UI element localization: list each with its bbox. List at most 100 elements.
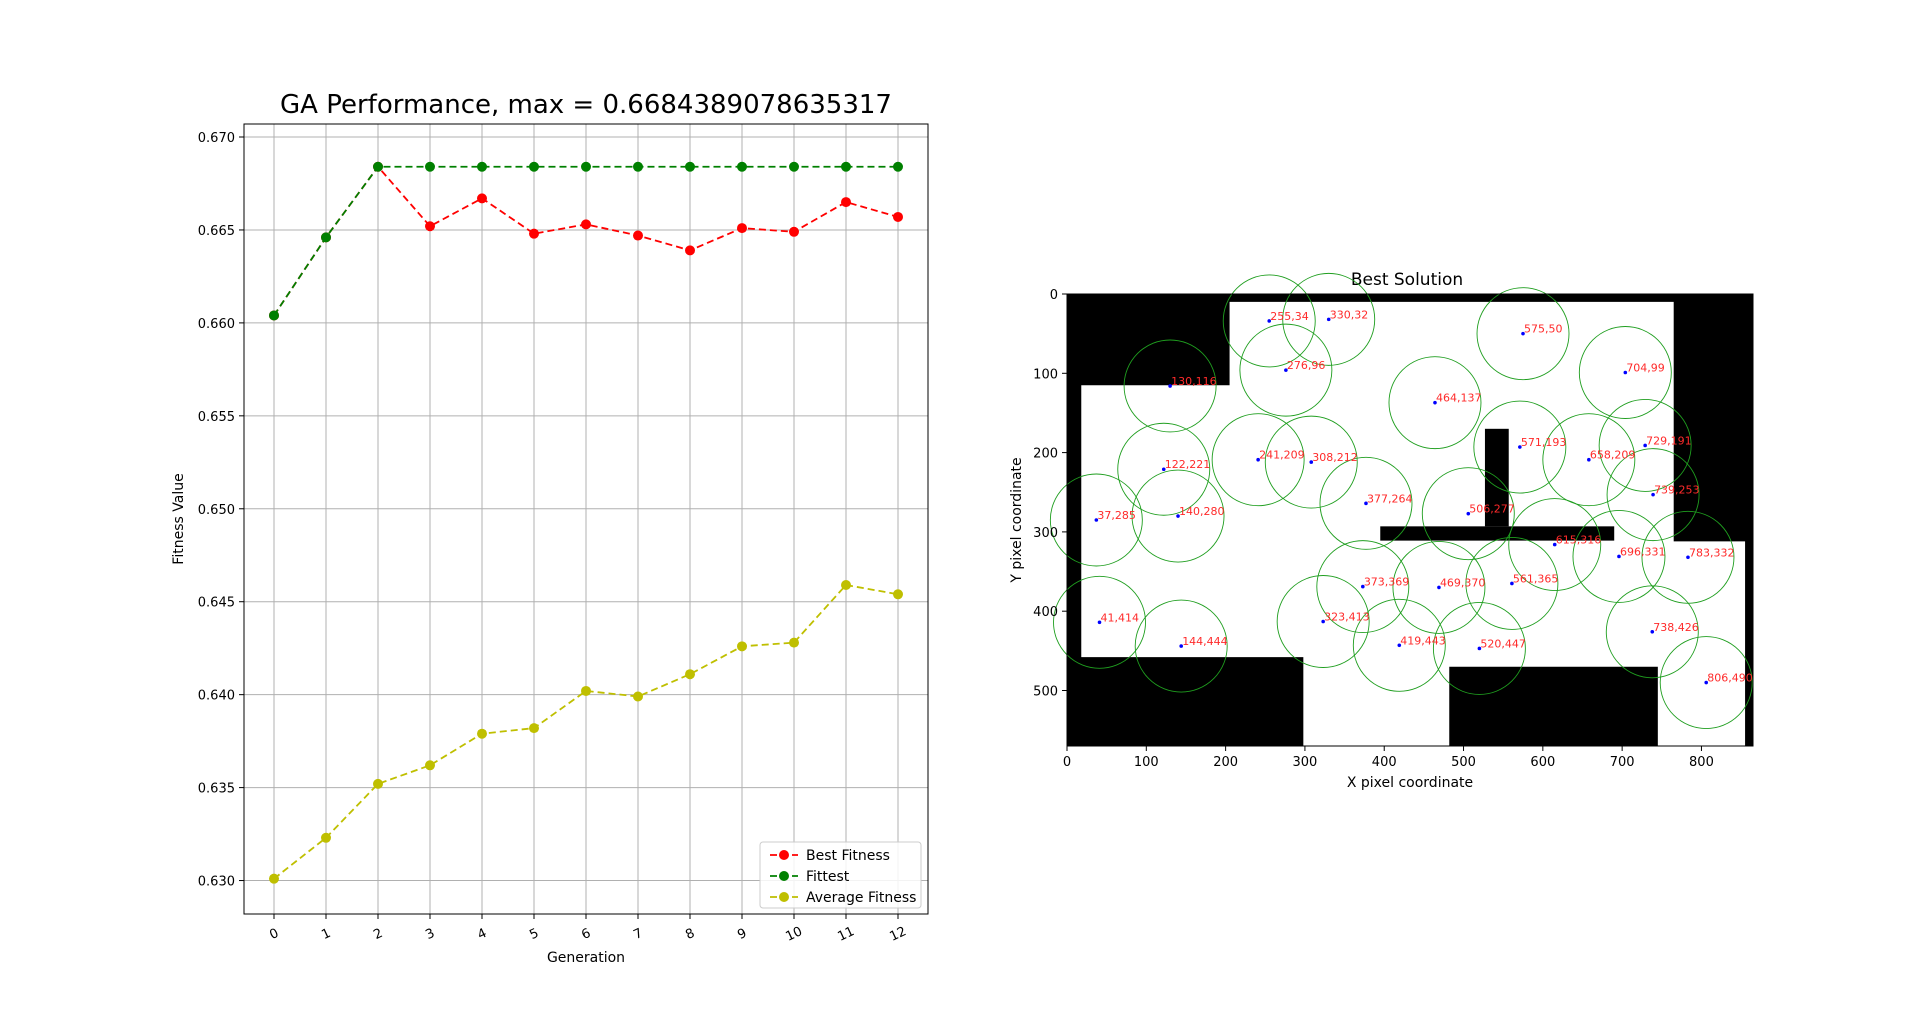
- series-point-1: [841, 161, 851, 172]
- point-label: 738,426: [1653, 621, 1699, 634]
- right-x-tick-label: 800: [1689, 755, 1714, 770]
- coverage-circle: [1508, 498, 1602, 592]
- solution-point: [1433, 400, 1437, 405]
- solution-point: [1643, 443, 1647, 448]
- coverage-circle: [1476, 287, 1570, 381]
- left-x-tick-label: 2: [371, 926, 385, 943]
- right-x-tick-label: 700: [1610, 755, 1635, 770]
- left-y-axis-label: Fitness Value: [171, 473, 187, 564]
- point-label: 41,414: [1101, 611, 1140, 624]
- point-label: 469,370: [1440, 576, 1486, 589]
- series-point-1: [789, 161, 799, 172]
- series-point-1: [425, 161, 435, 172]
- coverage-circle: [1239, 323, 1333, 417]
- coverage-circle: [1123, 339, 1217, 433]
- solution-point: [1651, 492, 1655, 497]
- left-x-tick-label: 4: [475, 926, 489, 943]
- series-point-0: [581, 219, 591, 230]
- point-label: 255,34: [1270, 310, 1309, 323]
- series-point-2: [373, 778, 383, 789]
- point-label: 561,365: [1513, 572, 1559, 585]
- point-label: 373,369: [1364, 576, 1410, 589]
- coverage-circle: [1352, 598, 1446, 692]
- point-label: 729,191: [1646, 434, 1692, 447]
- series-point-0: [685, 245, 695, 256]
- solution-point: [1650, 630, 1655, 634]
- solution-point: [1267, 319, 1272, 323]
- solution-point: [1094, 518, 1099, 522]
- solution-point: [1176, 514, 1180, 518]
- series-point-2: [269, 873, 279, 884]
- point-label: 330,32: [1330, 308, 1369, 321]
- coverage-circle: [1276, 575, 1370, 668]
- right-x-tick-label: 500: [1451, 755, 1476, 770]
- coverage-circle: [1598, 399, 1692, 492]
- solution-point: [1587, 457, 1591, 462]
- right-chart-title: Best Solution: [1351, 270, 1463, 290]
- right-y-tick-label: 100: [1033, 367, 1058, 382]
- left-x-tick-label: 3: [423, 926, 437, 943]
- series-point-1: [737, 161, 747, 172]
- coverage-circle: [1222, 274, 1316, 368]
- coverage-circle: [1578, 326, 1672, 419]
- coverage-circle: [1421, 467, 1515, 561]
- solution-point: [1309, 460, 1314, 464]
- solution-point: [1466, 511, 1471, 516]
- left-grid: [244, 124, 928, 914]
- series-point-2: [685, 669, 695, 680]
- right-y-tick-label: 300: [1033, 526, 1058, 541]
- left-y-tick-label: 0.645: [198, 596, 235, 611]
- right-x-tick-label: 400: [1372, 755, 1397, 770]
- point-label: 140,280: [1179, 505, 1225, 518]
- series-point-1: [269, 310, 279, 321]
- coverage-circle: [1319, 456, 1413, 550]
- left-ticks: 0 1 2 3 4 5 6 7 8 9 10 11 120.6300.6350.6400.6450.65…: [198, 131, 909, 945]
- solution-point: [1256, 457, 1260, 462]
- coverage-circle: [1432, 602, 1526, 695]
- series-point-2: [477, 728, 487, 739]
- coverage-circles: [1049, 272, 1753, 730]
- series-point-1: [529, 161, 539, 172]
- solution-point: [1510, 581, 1514, 586]
- solution-point: [1326, 317, 1331, 322]
- left-x-tick-label: 6: [579, 926, 593, 943]
- left-x-tick-label: 0: [267, 926, 281, 943]
- point-label: 571,193: [1521, 436, 1567, 449]
- solution-point: [1686, 555, 1690, 560]
- left-x-tick-label: 5: [527, 926, 541, 943]
- legend-box: [759, 841, 922, 909]
- coverage-circle: [1211, 413, 1305, 507]
- coverage-circle: [1473, 400, 1567, 494]
- series-point-0: [893, 211, 903, 222]
- legend-label: Average Fitness: [806, 890, 916, 906]
- series-point-1: [893, 161, 903, 172]
- series-point-1: [477, 161, 487, 172]
- solution-point: [1704, 680, 1709, 685]
- legend-marker: [779, 871, 789, 881]
- left-x-axis-label: Generation: [547, 950, 625, 966]
- point-label: 739,253: [1654, 484, 1700, 497]
- point-label: 658,209: [1590, 449, 1636, 462]
- series-point-2: [529, 723, 539, 734]
- series-point-0: [529, 228, 539, 239]
- solution-point: [1168, 384, 1172, 388]
- point-label: 615,316: [1556, 534, 1602, 547]
- best-solution-chart: Best Solution 255,34 330,32 575,50 276,96 70…: [1009, 270, 1754, 791]
- point-label: 696,331: [1620, 545, 1666, 558]
- series-point-1: [685, 161, 695, 172]
- series-point-1: [321, 232, 331, 243]
- solution-point: [1321, 619, 1325, 624]
- series-point-0: [477, 193, 487, 204]
- solution-points: 255,34 330,32 575,50 276,96 704,99 130,116 464…: [1094, 308, 1753, 685]
- point-label: 122,221: [1165, 458, 1211, 471]
- left-y-tick-label: 0.635: [198, 782, 235, 797]
- left-y-tick-label: 0.660: [198, 317, 235, 332]
- coverage-circle: [1659, 636, 1753, 730]
- point-label: 37,285: [1097, 509, 1136, 522]
- right-x-tick-label: 0: [1063, 755, 1071, 770]
- right-y-axis-label: Y pixel coordinate: [1009, 457, 1025, 583]
- solution-point: [1284, 368, 1288, 372]
- right-x-axis-label: X pixel coordinate: [1347, 775, 1473, 791]
- solution-point: [1518, 445, 1522, 449]
- legend-marker: [779, 892, 789, 902]
